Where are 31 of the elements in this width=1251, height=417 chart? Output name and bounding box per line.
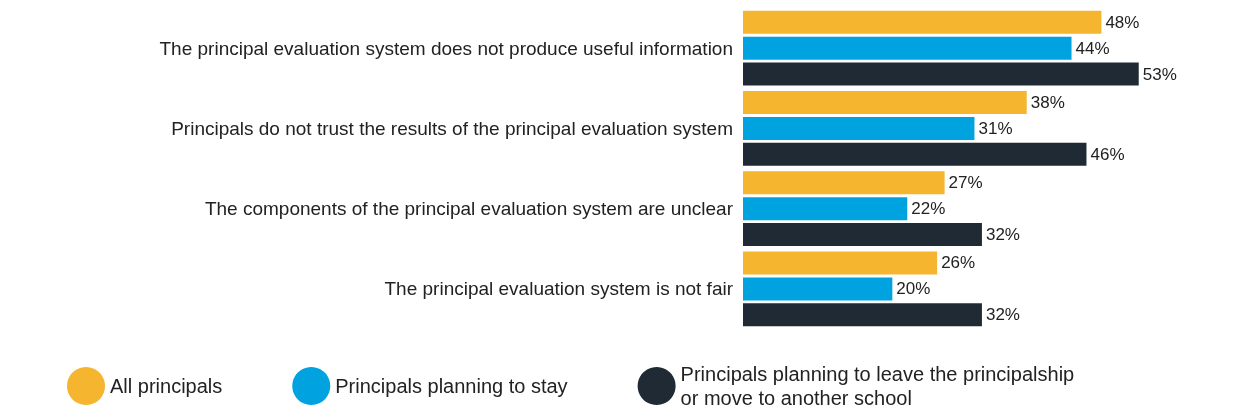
data-label: 32% <box>985 305 1020 325</box>
bar <box>743 62 1139 86</box>
bar <box>743 197 908 221</box>
bar <box>743 277 893 301</box>
y-tick-label: The principal evaluation system does not produce useful information <box>159 37 733 59</box>
y-tick-label: Principals do not trust the results of the principal evaluation system <box>171 117 733 139</box>
legend-label: All principals <box>110 375 223 397</box>
data-label: 46% <box>1090 144 1125 164</box>
data-label: 22% <box>911 199 946 219</box>
bar <box>743 90 1027 114</box>
data-label: 48% <box>1105 12 1140 32</box>
bar <box>743 223 982 247</box>
bar <box>743 116 975 140</box>
data-label: 27% <box>948 173 983 193</box>
data-label: 20% <box>896 279 931 299</box>
bar <box>743 10 1102 34</box>
data-label: 38% <box>1030 92 1065 112</box>
legend-label: Principals planning to stay <box>335 375 568 397</box>
data-label: 53% <box>1142 64 1177 84</box>
bar <box>743 36 1072 60</box>
y-tick-label: The components of the principal evaluation system are unclear <box>204 198 734 220</box>
bar <box>743 251 938 275</box>
data-label: 31% <box>978 118 1013 138</box>
data-label: 44% <box>1075 38 1110 58</box>
data-label: 32% <box>985 225 1020 245</box>
bar <box>743 142 1087 166</box>
bar <box>743 303 982 327</box>
y-tick-label: The principal evaluation system is not fair <box>384 278 734 300</box>
data-label: 26% <box>941 253 976 273</box>
legend-label: Principals planning to leave the principalship or move to another school <box>680 363 1080 409</box>
bar <box>743 171 945 195</box>
